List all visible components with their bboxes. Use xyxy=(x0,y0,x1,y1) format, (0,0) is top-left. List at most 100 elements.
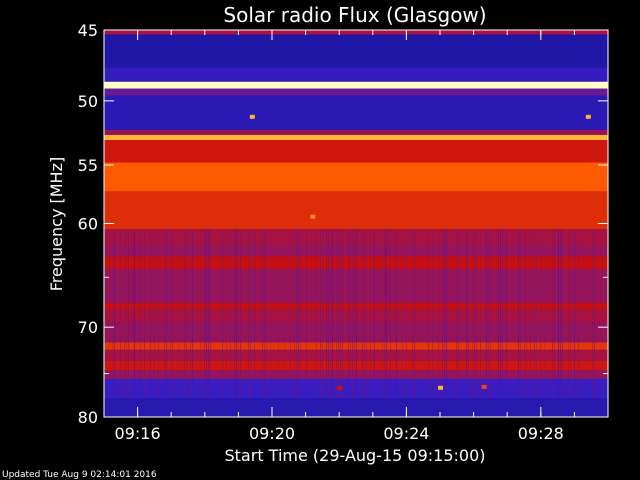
noise-streak xyxy=(230,229,231,399)
noise-streak xyxy=(472,229,473,399)
noise-streak xyxy=(474,229,475,399)
noise-streak xyxy=(366,229,367,399)
noise-streak xyxy=(322,229,323,399)
noise-streak xyxy=(500,229,501,399)
hot-spot-0 xyxy=(249,114,255,119)
noise-streak xyxy=(488,229,489,399)
y-tick-label: 80 xyxy=(78,408,98,427)
noise-streak xyxy=(414,229,415,399)
noise-streak xyxy=(354,229,355,399)
noise-streak xyxy=(226,229,227,399)
noise-streak xyxy=(518,229,519,399)
noise-streak xyxy=(468,229,469,399)
noise-streak xyxy=(270,229,271,399)
x-tick-label: 09:20 xyxy=(249,424,295,443)
hot-spot-3 xyxy=(438,385,443,390)
band-0 xyxy=(104,30,608,35)
hot-spot-1 xyxy=(585,114,591,119)
y-axis: 45 50 55 60 70 80 xyxy=(78,21,608,427)
noise-streak xyxy=(326,229,327,399)
noise-streak xyxy=(364,229,365,399)
noise-streak xyxy=(524,229,525,399)
noise-streak xyxy=(340,229,341,399)
noise-streak xyxy=(560,229,561,399)
noise-streak xyxy=(200,229,201,399)
noise-streak xyxy=(290,229,291,399)
noise-streak xyxy=(428,229,429,399)
band-7 xyxy=(104,134,608,141)
noise-streak xyxy=(348,229,349,399)
noise-streak xyxy=(338,229,339,399)
noise-streak xyxy=(316,229,317,399)
band-2 xyxy=(104,67,608,82)
updated-timestamp: Updated Tue Aug 9 02:14:01 2016 xyxy=(2,470,157,480)
y-tick-label: 55 xyxy=(78,156,98,175)
noise-streak xyxy=(298,229,299,399)
chart-title: Solar radio Flux (Glasgow) xyxy=(223,3,486,27)
noise-streak xyxy=(144,229,145,399)
noise-streak xyxy=(578,229,579,399)
noise-streak xyxy=(374,229,375,399)
noise-streak xyxy=(390,229,391,399)
noise-streak xyxy=(126,229,127,399)
x-axis: 09:16 09:20 09:24 09:28 xyxy=(103,30,609,443)
noise-streak xyxy=(498,229,499,399)
noise-streak xyxy=(284,229,285,399)
noise-streak xyxy=(222,229,223,399)
band-6 xyxy=(104,129,608,135)
band-3 xyxy=(104,81,608,89)
band-1 xyxy=(104,34,608,68)
noise-streak xyxy=(300,229,301,399)
noise-streak xyxy=(296,229,297,399)
noise-streak xyxy=(150,229,151,399)
noise-streak xyxy=(384,229,385,399)
band-23 xyxy=(104,398,608,417)
noise-streak xyxy=(190,229,191,399)
noise-streak xyxy=(432,229,433,399)
noise-streak xyxy=(458,229,459,399)
noise-streak xyxy=(568,229,569,399)
noise-streak xyxy=(350,229,351,399)
noise-streak xyxy=(536,229,537,399)
noise-streak xyxy=(562,229,563,399)
noise-streak xyxy=(362,229,363,399)
noise-streak xyxy=(186,229,187,399)
noise-streak xyxy=(396,229,397,399)
noise-streak xyxy=(476,229,477,399)
noise-streak xyxy=(386,229,387,399)
noise-streak xyxy=(486,229,487,399)
y-tick-label: 50 xyxy=(78,92,98,111)
y-axis-label: Frequency [MHz] xyxy=(47,157,66,291)
noise-streak xyxy=(278,229,279,399)
hot-spot-2 xyxy=(310,214,316,219)
noise-streak xyxy=(466,229,467,399)
hot-spot-6 xyxy=(135,312,141,317)
x-axis-label: Start Time (29-Aug-15 09:15:00) xyxy=(225,446,486,465)
noise-streak xyxy=(490,229,491,399)
noise-streak xyxy=(570,229,571,399)
y-tick-label: 45 xyxy=(78,21,98,40)
noise-streak xyxy=(236,229,237,399)
noise-streak xyxy=(534,229,535,399)
noise-streak xyxy=(540,229,541,399)
noise-streak xyxy=(382,229,383,399)
noise-streak xyxy=(262,229,263,399)
noise-streak xyxy=(530,229,531,399)
noise-streak xyxy=(240,229,241,399)
noise-streak xyxy=(444,229,445,399)
noise-streak xyxy=(526,229,527,399)
noise-streak xyxy=(554,229,555,399)
noise-streak xyxy=(412,229,413,399)
noise-streak xyxy=(328,229,329,399)
noise-streak xyxy=(574,229,575,399)
noise-streak xyxy=(210,229,211,399)
noise-streak xyxy=(266,229,267,399)
noise-streak xyxy=(502,229,503,399)
noise-streak xyxy=(332,229,333,399)
x-tick-label: 09:16 xyxy=(115,424,161,443)
noise-streak xyxy=(520,229,521,399)
noise-streak xyxy=(206,229,207,399)
noise-texture xyxy=(104,229,595,399)
band-8 xyxy=(104,140,608,163)
noise-streak xyxy=(356,229,357,399)
